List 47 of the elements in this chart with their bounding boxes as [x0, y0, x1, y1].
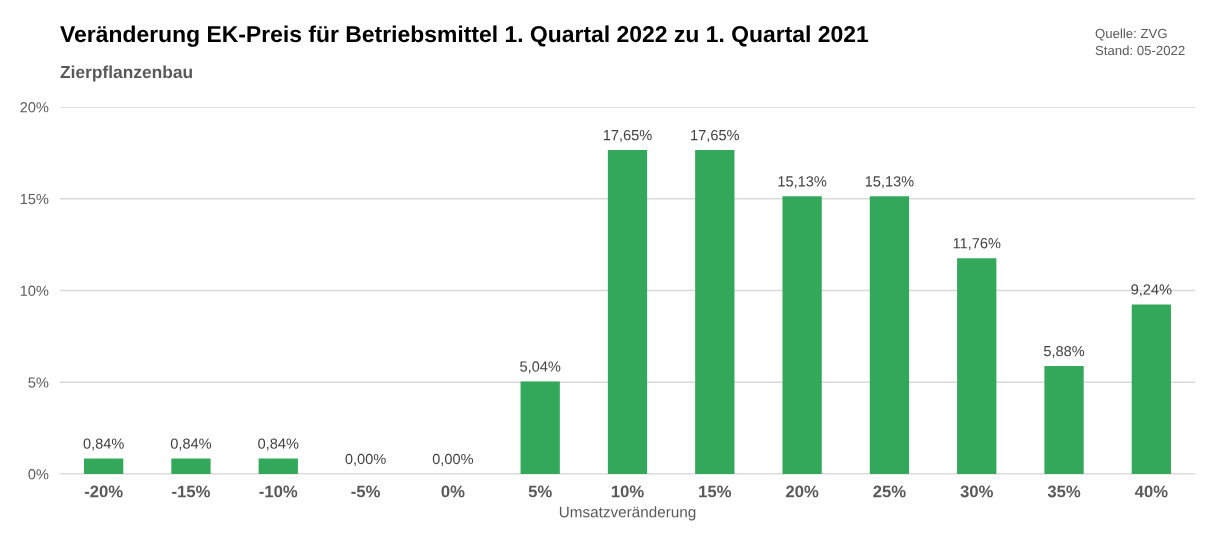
- data-label: 0,84%: [170, 438, 212, 451]
- x-tick-label: 10%: [611, 485, 644, 498]
- data-label: 0,00%: [432, 453, 474, 466]
- bar: [84, 458, 124, 474]
- x-tick-label: 15%: [699, 485, 732, 498]
- data-label: 5,88%: [1043, 345, 1085, 358]
- y-tick-label: 15%: [20, 193, 49, 205]
- data-label: 9,24%: [1131, 284, 1172, 297]
- data-label: 0,84%: [258, 438, 299, 451]
- data-label: 15,13%: [865, 176, 914, 189]
- x-tick-label: -10%: [259, 485, 298, 498]
- data-label: 0,84%: [83, 438, 124, 451]
- bar: [607, 150, 648, 474]
- chart-subtitle: Zierpflanzenbau: [60, 65, 192, 82]
- bar: [171, 458, 211, 474]
- x-tick-label: 25%: [873, 485, 906, 498]
- x-tick-label: 40%: [1134, 485, 1168, 498]
- x-tick-label: 30%: [960, 485, 993, 498]
- data-label: 11,76%: [953, 238, 1001, 251]
- x-tick-label: 0%: [441, 485, 465, 498]
- bar: [520, 381, 560, 474]
- bar: [258, 458, 298, 474]
- bar: [1131, 304, 1171, 474]
- bar: [869, 196, 910, 474]
- text: Stand: 05-2022: [1095, 45, 1185, 56]
- bar: [695, 150, 735, 474]
- y-tick-label: 5%: [28, 377, 49, 388]
- bar: [957, 258, 997, 474]
- data-label: 15,13%: [778, 176, 827, 189]
- source-note: Quelle: ZVG: [1095, 28, 1167, 41]
- y-tick-label: 10%: [20, 285, 49, 296]
- data-label: 5,04%: [520, 361, 561, 374]
- data-label: 17,65%: [603, 129, 652, 143]
- data-label: 17,65%: [691, 129, 740, 143]
- chart-title: Veränderung EK-Preis für Betriebsmittel 1. Quartal 2022 zu 1. Quartal 2021: [60, 25, 869, 47]
- bar: [1044, 366, 1084, 474]
- x-tick-label: 5%: [528, 485, 552, 498]
- y-tick-label: 0%: [28, 469, 49, 480]
- data-label: 0,00%: [345, 453, 386, 466]
- x-tick-label: -5%: [351, 485, 380, 498]
- x-tick-label: 35%: [1047, 485, 1081, 498]
- x-tick-label: 20%: [786, 485, 819, 498]
- bar: [782, 196, 822, 474]
- x-tick-label: -15%: [172, 485, 210, 498]
- y-tick-label: 20%: [20, 102, 49, 113]
- x-axis-title: Umsatzveränderung: [559, 506, 696, 521]
- x-tick-label: -20%: [84, 485, 123, 498]
